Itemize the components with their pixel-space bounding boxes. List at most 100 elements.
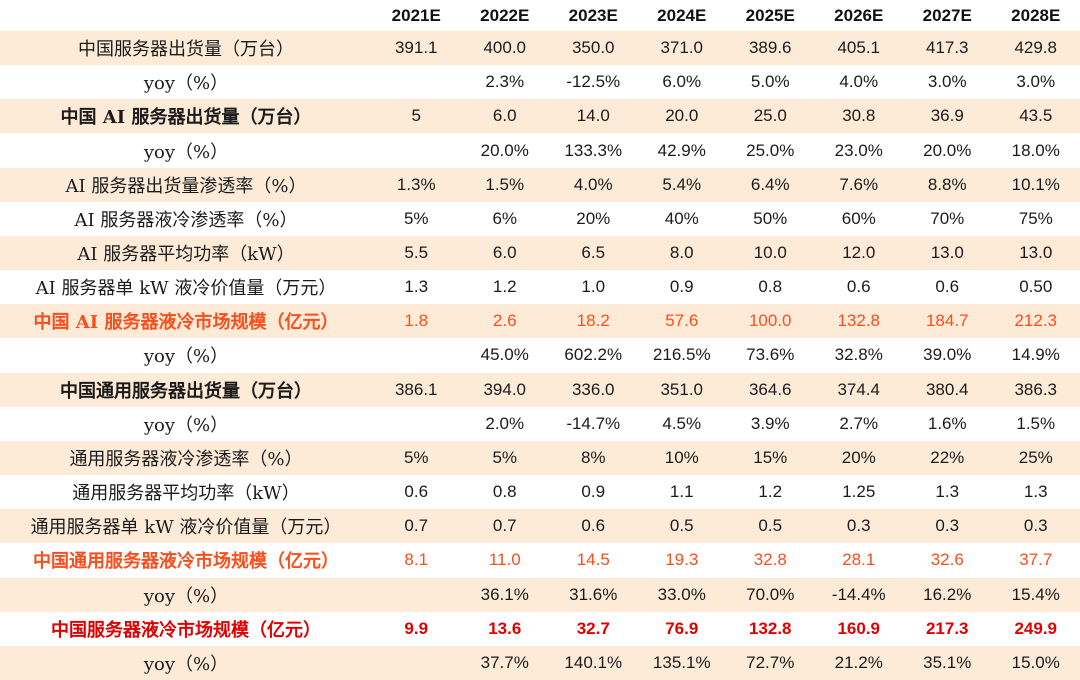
header-row: 2021E 2022E 2023E 2024E 2025E 2026E 2027E 2028E [0,0,1080,31]
table-cell: 5% [403,208,429,228]
table-row: 通用服务器液冷渗透率（%） 5% 5% 8% 10% 15% 20% 22% 25% [0,440,1080,476]
table-cell: 405.1 [837,38,881,58]
table-cell: 133.3% [564,140,623,160]
column-header-2021E: 2021E [391,5,441,25]
table-cell: 30.8 [842,106,876,126]
table-cell: 22% [930,447,965,467]
table-cell: 76.9 [665,618,699,638]
table-cell: 8.0 [669,243,694,263]
column-header-2028E: 2028E [1011,5,1061,25]
table-row: yoy（%） 2.3% -12.5% 6.0% 5.0% 4.0% 3.0% 3.0% [0,65,1080,99]
table-row: 中国服务器出货量（万台） 391.1 400.0 350.0 371.0 389.6 405… [0,31,1080,66]
row-label: 中国 AI 服务器出货量（万台） [60,107,312,129]
table-cell: 33.0% [657,584,706,604]
table-cell: 70.0% [746,584,795,604]
table-cell: 45.0% [480,345,529,365]
table-cell: 1.2 [492,277,517,297]
column-header-2025E: 2025E [745,5,795,25]
table-cell: 36.1% [480,584,529,604]
row-label: yoy（%） [143,653,229,675]
column-header-2026E: 2026E [834,5,884,25]
table-cell: 0.8 [492,482,517,502]
table-cell: 371.0 [660,38,704,58]
table-cell: 1.0 [581,277,606,297]
table-cell: 0.9 [669,277,694,297]
table-row: 中国通用服务器液冷市场规模（亿元） 8.1 11.0 14.5 19.3 32.8 28.1… [0,543,1080,577]
table-cell: 351.0 [660,379,704,399]
row-label: 中国通用服务器出货量（万台） [60,380,312,402]
table-cell: 6.4% [750,174,790,194]
table-cell: 18.2 [576,311,610,331]
table-cell: 0.5 [758,516,783,536]
table-cell: 20.0% [480,140,529,160]
table-cell: 13.0 [1019,243,1053,263]
table-cell: 21.2% [834,652,883,672]
table-row: 中国 AI 服务器出货量（万台） 5 6.0 14.0 20.0 25.0 30.8 36.9… [0,99,1080,134]
table-cell: 391.1 [394,38,438,58]
table-cell: 11.0 [488,550,521,570]
table-cell: 429.8 [1014,38,1058,58]
table-cell: 8% [580,447,606,467]
table-cell: 75% [1018,208,1053,228]
table-cell: 20.0 [665,106,699,126]
row-label: 中国服务器液冷市场规模（亿元） [51,619,321,641]
table-cell: 73.6% [746,345,795,365]
row-label: AI 服务器单 kW 液冷价值量（万元） [35,278,337,300]
table-cell: 216.5% [652,345,711,365]
row-label: yoy（%） [143,585,229,607]
table-cell: 249.9 [1014,618,1058,638]
table-cell: 160.9 [837,618,881,638]
table-cell [372,65,461,99]
row-label: 通用服务器平均功率（kW） [72,483,300,505]
table-cell: 15.4% [1011,584,1060,604]
table-cell: 20% [576,208,611,228]
table-cell: 1.1 [669,482,694,502]
table-cell: 14.0 [576,106,610,126]
table-cell: 6.0 [492,243,517,263]
table-cell: 37.7 [1019,550,1053,570]
table-cell: 0.50 [1019,277,1053,297]
table-row: AI 服务器液冷渗透率（%） 5% 6% 20% 40% 50% 60% 70% 75% [0,202,1080,236]
table-cell: 1.3 [1023,482,1048,502]
table-cell: 1.5% [485,174,525,194]
table-cell: 0.3 [846,516,871,536]
column-header-2024E: 2024E [657,5,707,25]
table-cell: 10.0 [753,243,787,263]
table-row: yoy（%） 36.1% 31.6% 33.0% 70.0% -14.4% 16.2% 15.… [0,577,1080,612]
table-cell: 40% [664,208,699,228]
table-cell: 1.3 [935,482,960,502]
table-cell: 70% [930,208,965,228]
table-cell: 0.8 [758,277,783,297]
table-cell: 140.1% [564,652,623,672]
row-label: 中国服务器出货量（万台） [78,39,294,61]
row-label: yoy（%） [143,141,229,163]
table-cell: 5% [403,447,429,467]
table-cell: 1.3 [404,277,429,297]
table-row: 通用服务器单 kW 液冷价值量（万元） 0.7 0.7 0.6 0.5 0.5 0.3 0.3… [0,509,1080,544]
row-label: 中国 AI 服务器液冷市场规模（亿元） [33,312,339,334]
table-cell: 0.7 [404,516,429,536]
table-cell: 336.0 [571,379,615,399]
table-cell: 1.25 [842,482,876,502]
table-row: 中国 AI 服务器液冷市场规模（亿元） 1.8 2.6 18.2 57.6 100.0 13… [0,304,1080,339]
table-cell: 16.2% [923,584,972,604]
row-label: 通用服务器液冷渗透率（%） [69,448,303,470]
table-cell: 4.5% [662,413,702,433]
table-cell: 50% [753,208,788,228]
table-cell: 380.4 [925,379,969,399]
table-cell: -12.5% [566,72,621,92]
table-cell: 5 [411,106,421,126]
table-cell: 25.0% [746,140,795,160]
table-row: 中国通用服务器出货量（万台） 386.1 394.0 336.0 351.0 364.6 3… [0,372,1080,407]
table-cell: 0.6 [935,277,960,297]
table-cell: 10% [664,447,699,467]
table-cell: 9.9 [404,618,429,638]
table-cell: 32.8 [753,550,787,570]
table-cell: 20% [841,447,876,467]
table-cell: 2.6 [492,311,517,331]
table-cell: 0.5 [669,516,694,536]
table-cell: 31.6% [569,584,618,604]
table-cell: 8.1 [404,550,429,570]
table-cell: 386.3 [1014,379,1058,399]
